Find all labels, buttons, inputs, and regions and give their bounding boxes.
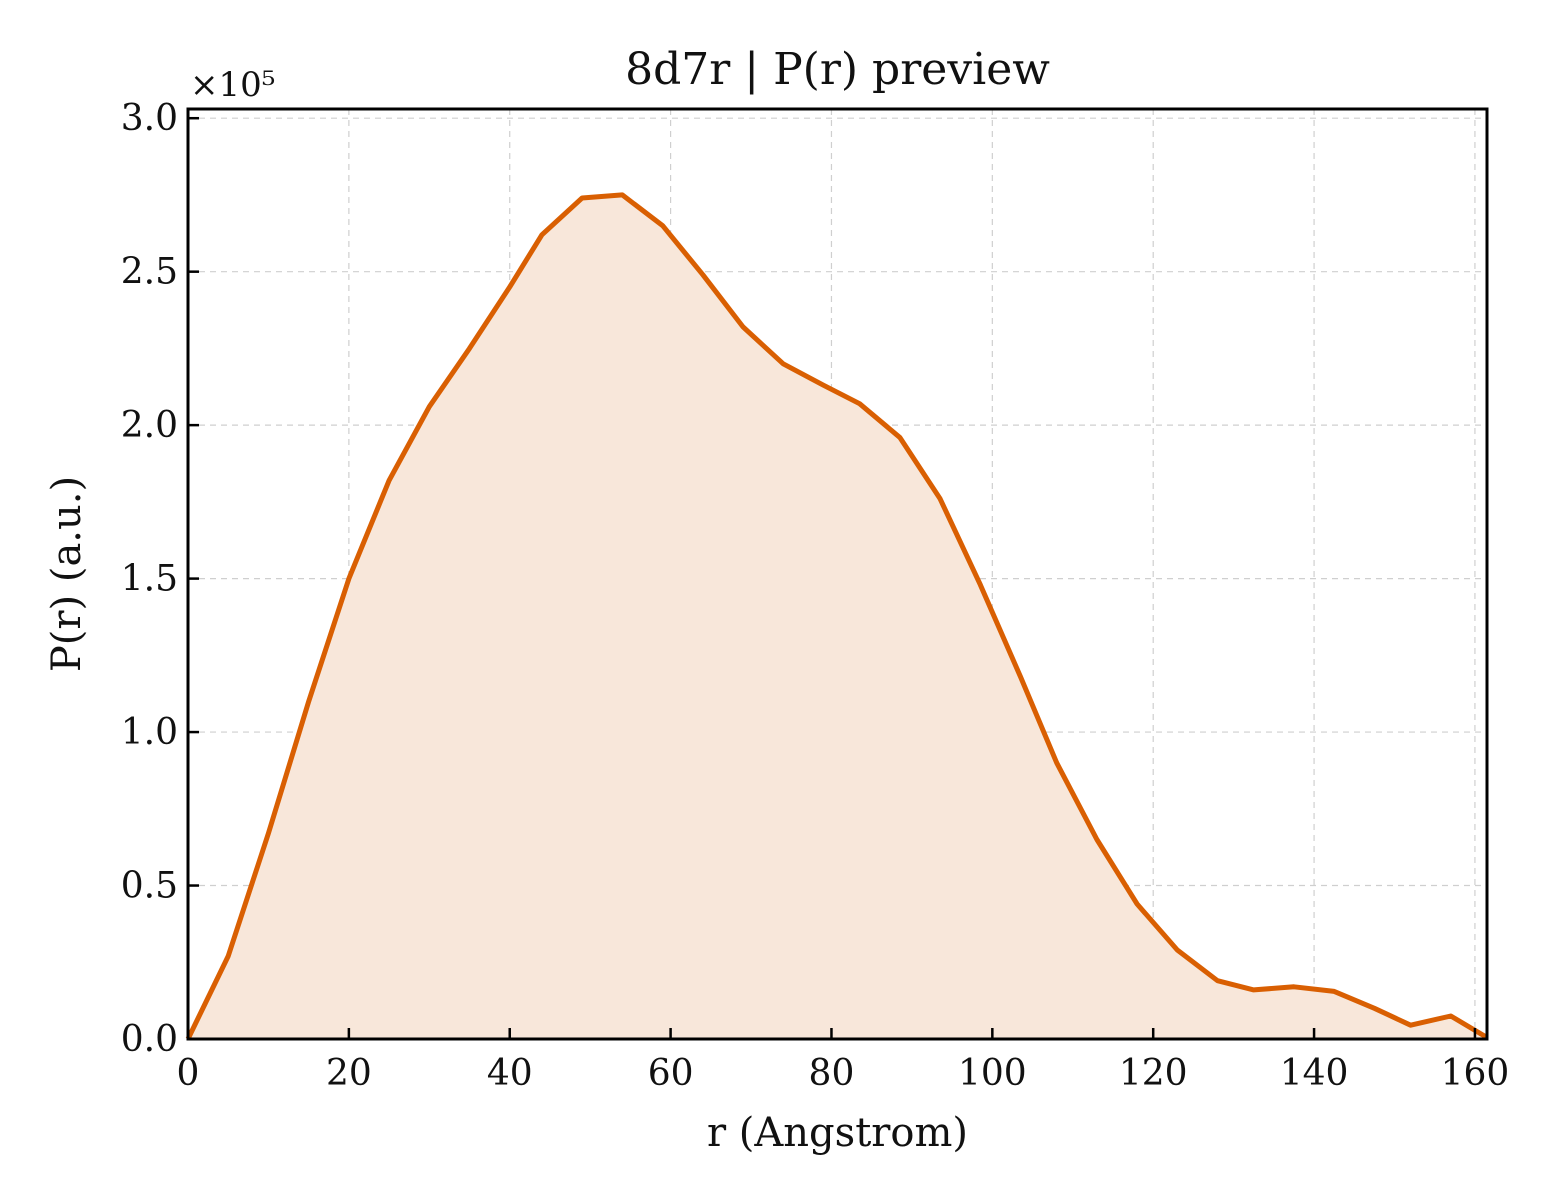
x-tick-label: 20: [326, 1053, 372, 1094]
y-tick-label: 1.5: [121, 559, 178, 600]
y-tick-label: 3.0: [121, 98, 178, 139]
x-tick-label: 160: [1441, 1053, 1510, 1094]
pr-series-line: [185, 192, 1489, 1041]
y-tick-label: 2.0: [121, 405, 178, 446]
x-axis-label: r (Angstrom): [707, 1110, 968, 1156]
x-tick-label: 80: [809, 1053, 855, 1094]
y-axis-label: P(r) (a.u.): [44, 476, 90, 672]
y-tick-label: 2.5: [121, 252, 178, 293]
y-axis-multiplier: ×10⁵: [190, 65, 275, 105]
y-tick-label: 1.0: [121, 712, 178, 753]
x-tick-label: 0: [177, 1053, 200, 1094]
x-tick-label: 100: [958, 1053, 1027, 1094]
x-tick-label: 40: [487, 1053, 533, 1094]
x-tick-label: 140: [1280, 1053, 1349, 1094]
x-tick-label: 120: [1119, 1053, 1188, 1094]
plot-frame: [186, 107, 1489, 1041]
chart-title: 8d7r | P(r) preview: [625, 44, 1050, 95]
y-tick-label: 0.0: [121, 1019, 178, 1060]
x-tick-label: 60: [648, 1053, 694, 1094]
pr-area-fill: [188, 194, 1487, 1039]
axis-ticks: 0 20 40 60 80 100 120 140 160 0.0 0.5 1.0 1.5 2.0 2.5 3…: [121, 98, 1510, 1094]
y-tick-label: 0.5: [121, 866, 178, 907]
